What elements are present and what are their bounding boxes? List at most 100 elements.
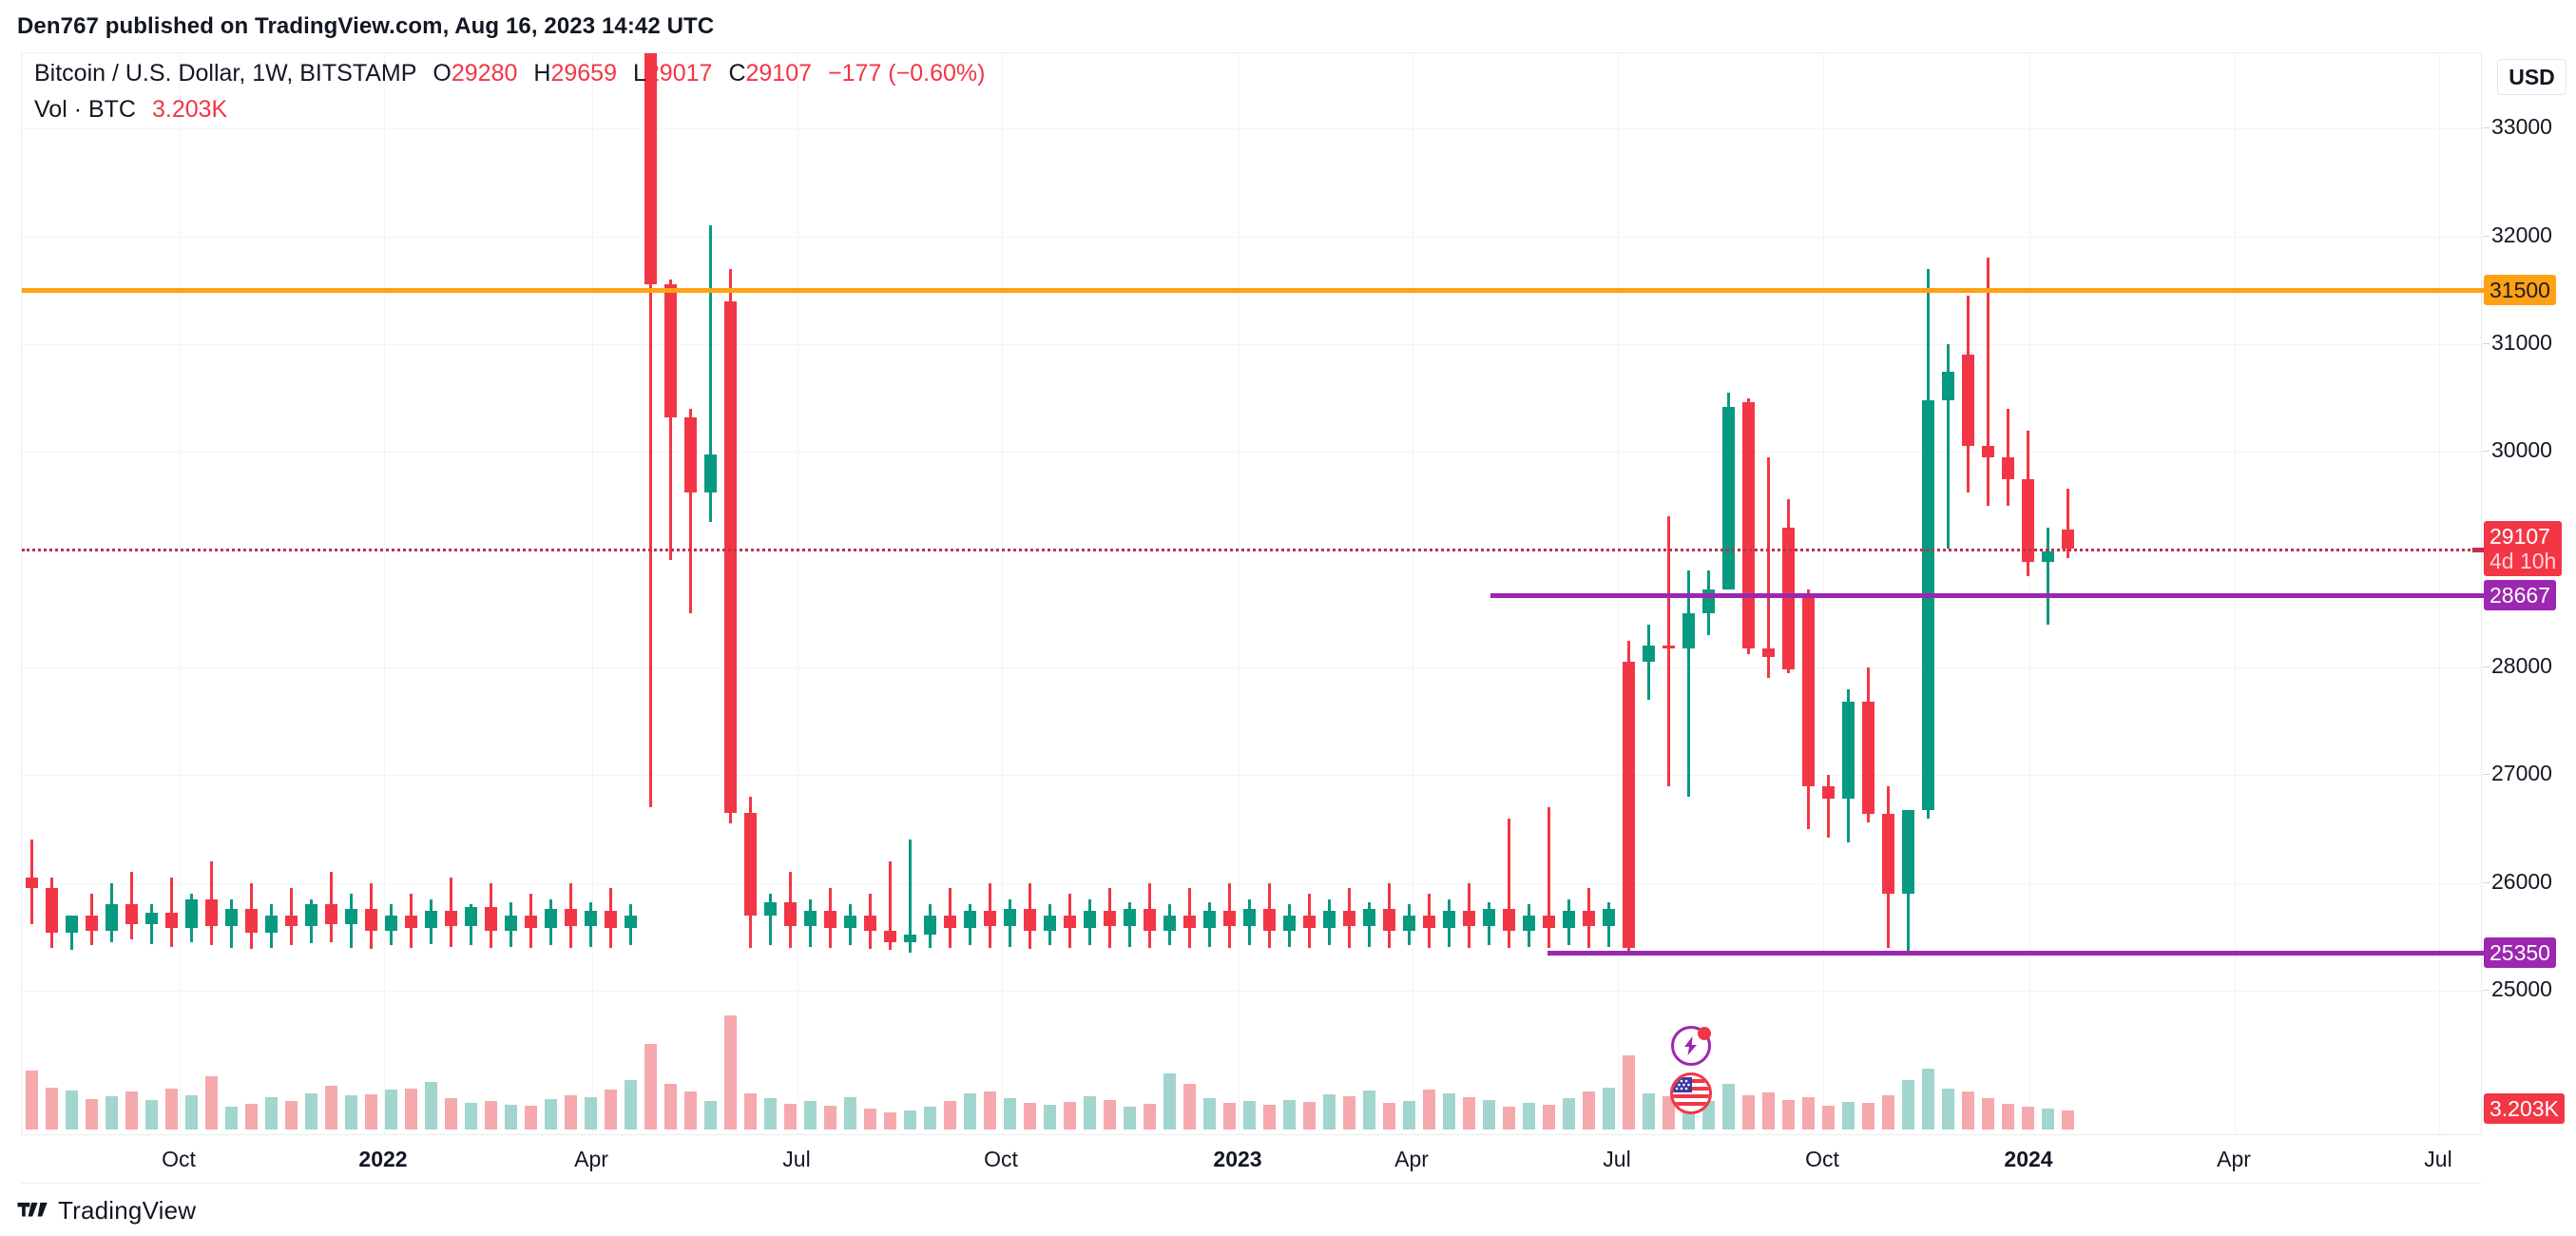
time-axis[interactable]: Oct 2022 Apr Jul Oct 2023 Apr Jul Oct 2024 Apr Jul: [21, 1134, 2481, 1184]
candle-body: [624, 915, 637, 929]
candle-body: [803, 911, 817, 926]
candle-body: [604, 911, 617, 929]
candle-body: [963, 911, 976, 929]
candle-wick: [1666, 516, 1670, 786]
volume-bar: [1302, 1102, 1316, 1130]
volume-bar: [344, 1095, 357, 1130]
volume-bar: [1562, 1098, 1575, 1130]
candle-body: [1961, 355, 1974, 446]
price-axis[interactable]: 33000 32000 31000 30000 28000 27000 26000 25000…: [2472, 52, 2576, 1134]
volume-bar: [25, 1071, 38, 1130]
volume-bar: [1482, 1100, 1495, 1130]
volume-bar: [1202, 1098, 1216, 1130]
candle-wick: [1547, 807, 1550, 948]
volume-value-badge[interactable]: 3.203K: [2484, 1093, 2565, 1124]
candle-body: [244, 908, 258, 933]
candle-body: [943, 915, 956, 929]
volume-bar: [803, 1101, 817, 1130]
candle-body: [1901, 809, 1914, 894]
idea-marker[interactable]: [1671, 1026, 1711, 1066]
volume-bar: [1402, 1101, 1415, 1130]
candle-body: [1182, 915, 1196, 929]
price-axis-tick-dash: [2483, 990, 2489, 991]
candle-body: [504, 915, 517, 931]
volume-bar: [65, 1091, 78, 1130]
candle-body: [2001, 457, 2014, 479]
candle-wick: [2046, 527, 2049, 625]
time-axis-tick: Oct: [162, 1147, 196, 1171]
candle-body: [1322, 911, 1336, 929]
candle-body: [1542, 915, 1555, 929]
publisher-line: Den767 published on TradingView.com, Aug…: [17, 13, 715, 39]
candle-body: [1562, 911, 1575, 929]
candle-body: [1462, 911, 1475, 926]
volume-bar: [1821, 1106, 1835, 1130]
volume-bar: [1961, 1091, 1974, 1130]
price-axis-tick-dash: [2483, 666, 2489, 667]
candle-body: [284, 915, 298, 926]
horizontal-gridline: [22, 452, 2481, 454]
candle-body: [1622, 662, 1635, 948]
candle-body: [1282, 915, 1296, 931]
economic-event-marker[interactable]: [1670, 1072, 1712, 1114]
volume-bar: [324, 1086, 337, 1130]
candle-body: [1342, 911, 1355, 926]
volume-bar: [1741, 1095, 1755, 1130]
candle-body: [125, 904, 138, 924]
candle-body: [703, 454, 717, 493]
candle-body: [1083, 911, 1096, 929]
candle-body: [1063, 915, 1076, 929]
support-line-lower[interactable]: [1548, 951, 2481, 956]
support-upper-price-badge[interactable]: 28667: [2472, 580, 2556, 611]
volume-bar: [1841, 1102, 1855, 1130]
candle-body: [1881, 814, 1894, 894]
volume-bar: [1761, 1092, 1775, 1130]
volume-bar: [1342, 1096, 1355, 1130]
volume-bar: [1861, 1103, 1874, 1130]
last-price-badge-value: 29107: [2489, 523, 2550, 549]
candle-body: [224, 908, 238, 926]
price-axis-tick-dash: [2483, 235, 2489, 237]
candle-body: [584, 911, 597, 926]
candle-body: [1721, 406, 1735, 590]
candle-body: [1741, 402, 1755, 648]
volume-bar: [1043, 1105, 1056, 1130]
currency-pill[interactable]: USD: [2497, 59, 2566, 95]
support-upper-price-badge-connector: [2472, 593, 2484, 599]
volume-bar: [703, 1101, 717, 1130]
volume-bar: [963, 1093, 976, 1130]
resistance-line[interactable]: [22, 288, 2481, 294]
candle-body: [823, 911, 836, 929]
volume-bar: [1282, 1100, 1296, 1130]
chart-pane[interactable]: [21, 52, 2481, 1134]
volume-bar: [723, 1015, 737, 1130]
candle-body: [105, 904, 118, 931]
resistance-price-badge[interactable]: 31500: [2472, 275, 2556, 306]
candle-body: [85, 915, 98, 931]
volume-bar: [1602, 1088, 1615, 1130]
candle-wick: [169, 878, 173, 947]
volume-bar: [1063, 1102, 1076, 1130]
price-axis-tick-dash: [2483, 127, 2489, 129]
volume-bar: [284, 1101, 298, 1130]
support-lower-price-badge[interactable]: 25350: [2472, 937, 2556, 969]
candle-body: [863, 915, 876, 931]
volume-bar: [544, 1099, 557, 1130]
price-axis-tick: 31000: [2483, 332, 2552, 354]
candle-body: [1043, 915, 1056, 931]
volume-bar: [1103, 1100, 1116, 1130]
price-axis-tick: 32000: [2483, 223, 2552, 246]
last-price-badge[interactable]: 29107 4d 10h: [2472, 520, 2563, 576]
candle-body: [424, 911, 437, 929]
candle-body: [1242, 908, 1256, 926]
candle-body: [2041, 550, 2054, 562]
volume-bar: [923, 1107, 936, 1130]
volume-bar: [823, 1106, 836, 1130]
candle-body: [743, 813, 757, 916]
candle-wick: [888, 861, 892, 950]
support-line-upper[interactable]: [1490, 593, 2481, 599]
last-price-badge-connector: [2472, 547, 2484, 552]
candle-body: [524, 915, 537, 929]
candle-body: [1921, 399, 1934, 810]
volume-bar: [524, 1106, 537, 1130]
